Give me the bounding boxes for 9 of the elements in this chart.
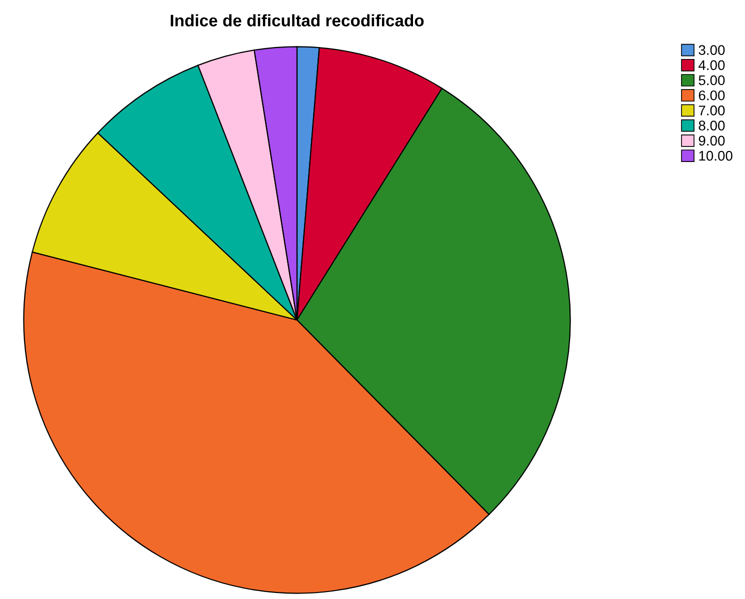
legend-label: 8.00	[698, 120, 725, 130]
legend-label: 3.00	[698, 45, 725, 55]
legend-label: 10.00	[699, 150, 732, 161]
legend-label: 9.00	[698, 136, 725, 146]
legend-label: 7.00	[698, 106, 725, 116]
legend-label: 6.00	[698, 90, 725, 100]
legend-label: 5.00	[698, 75, 725, 86]
chart-title: Indice de dificultad recodificado	[170, 14, 424, 26]
legend-label: 4.00	[698, 60, 725, 70]
